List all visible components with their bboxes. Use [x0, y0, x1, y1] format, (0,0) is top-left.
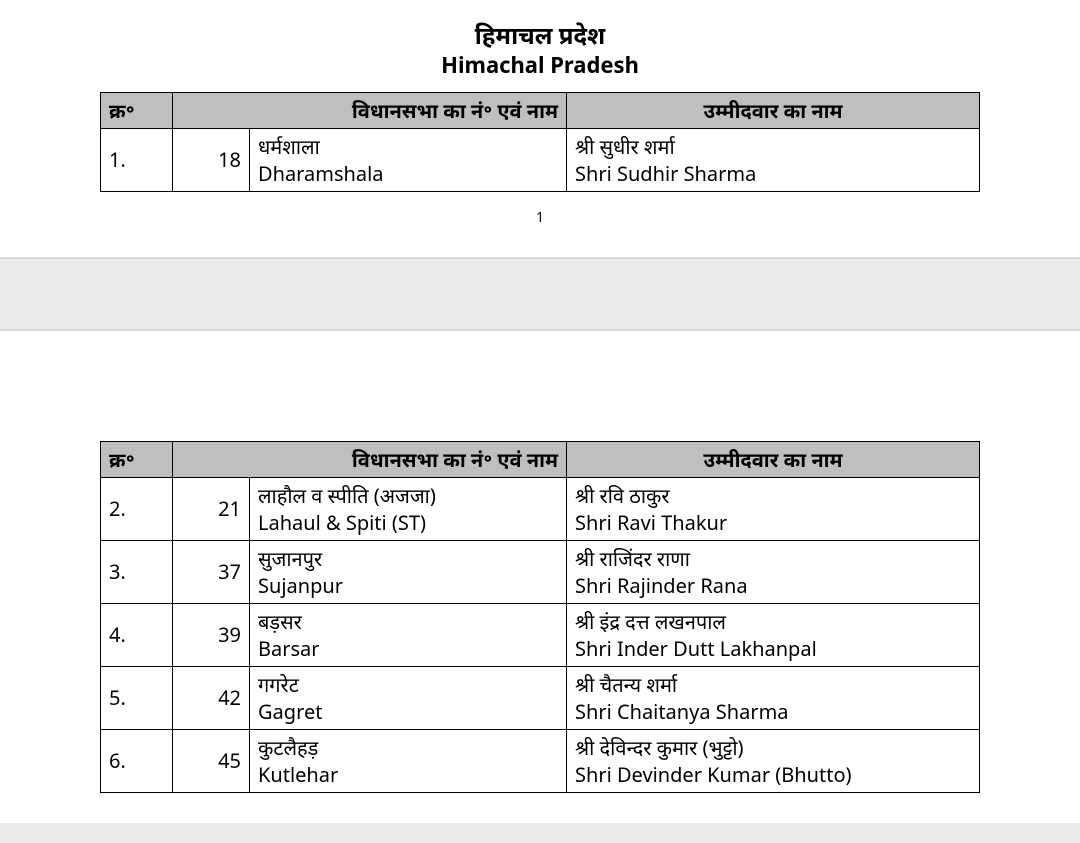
table-row: 2.21लाहौल व स्पीति (अजजा)Lahaul & Spiti … [101, 477, 980, 540]
cell-constituency-name: लाहौल व स्पीति (अजजा)Lahaul & Spiti (ST) [250, 477, 567, 540]
cell-sn: 3. [101, 540, 173, 603]
page-2-top-spacer [100, 351, 980, 441]
constituency-hindi: गगरेट [258, 671, 299, 698]
cell-constituency-name: कुटलैहड़Kutlehar [250, 729, 567, 792]
candidate-english: Shri Devinder Kumar (Bhutto) [575, 761, 852, 788]
table-row: 1.18धर्मशालाDharamshalaश्री सुधीर शर्माS… [101, 128, 980, 191]
candidate-english: Shri Chaitanya Sharma [575, 698, 789, 725]
cell-constituency-number: 39 [173, 603, 250, 666]
header-constituency: विधानसभा का नं॰ एवं नाम [173, 441, 567, 477]
candidate-hindi: श्री चैतन्य शर्मा [575, 671, 677, 698]
cell-candidate-name: श्री चैतन्य शर्माShri Chaitanya Sharma [567, 666, 980, 729]
table-header-row: क्र॰ विधानसभा का नं॰ एवं नाम उम्मीदवार क… [101, 92, 980, 128]
constituency-hindi: सुजानपुर [258, 545, 322, 572]
header-sn: क्र॰ [101, 441, 173, 477]
constituency-english: Barsar [258, 635, 320, 662]
page-gap [0, 257, 1080, 331]
title-hindi: हिमाचल प्रदेश [100, 20, 980, 51]
candidate-hindi: श्री राजिंदर राणा [575, 545, 690, 572]
cell-constituency-number: 45 [173, 729, 250, 792]
constituency-english: Lahaul & Spiti (ST) [258, 509, 426, 536]
cell-candidate-name: श्री रवि ठाकुरShri Ravi Thakur [567, 477, 980, 540]
cell-constituency-number: 21 [173, 477, 250, 540]
constituency-english: Gagret [258, 698, 322, 725]
cell-sn: 5. [101, 666, 173, 729]
page-number: 1 [100, 208, 980, 227]
cell-sn: 6. [101, 729, 173, 792]
candidate-english: Shri Sudhir Sharma [575, 160, 756, 187]
candidate-hindi: श्री इंद्र दत्त लखनपाल [575, 608, 726, 635]
header-constituency: विधानसभा का नं॰ एवं नाम [173, 92, 567, 128]
cell-sn: 1. [101, 128, 173, 191]
candidate-hindi: श्री सुधीर शर्मा [575, 133, 675, 160]
cell-constituency-name: बड़सरBarsar [250, 603, 567, 666]
title-block: हिमाचल प्रदेश Himachal Pradesh [100, 20, 980, 80]
cell-constituency-number: 18 [173, 128, 250, 191]
table-row: 4.39बड़सरBarsarश्री इंद्र दत्त लखनपालShr… [101, 603, 980, 666]
table-row: 3.37सुजानपुरSujanpurश्री राजिंदर राणाShr… [101, 540, 980, 603]
cell-constituency-number: 37 [173, 540, 250, 603]
cell-candidate-name: श्री इंद्र दत्त लखनपालShri Inder Dutt La… [567, 603, 980, 666]
candidate-english: Shri Ravi Thakur [575, 509, 727, 536]
page-1: हिमाचल प्रदेश Himachal Pradesh क्र॰ विधा… [0, 0, 1080, 257]
cell-candidate-name: श्री सुधीर शर्माShri Sudhir Sharma [567, 128, 980, 191]
constituency-english: Dharamshala [258, 160, 384, 187]
constituency-hindi: लाहौल व स्पीति (अजजा) [258, 482, 436, 509]
header-sn: क्र॰ [101, 92, 173, 128]
table-row: 6.45कुटलैहड़Kutleharश्री देविन्दर कुमार … [101, 729, 980, 792]
candidate-hindi: श्री देविन्दर कुमार (भुट्टो) [575, 734, 744, 761]
header-candidate: उम्मीदवार का नाम [567, 92, 980, 128]
cell-constituency-name: सुजानपुरSujanpur [250, 540, 567, 603]
cell-constituency-name: गगरेटGagret [250, 666, 567, 729]
cell-sn: 2. [101, 477, 173, 540]
constituency-hindi: धर्मशाला [258, 133, 320, 160]
page-2: क्र॰ विधानसभा का नं॰ एवं नाम उम्मीदवार क… [0, 331, 1080, 823]
candidate-english: Shri Inder Dutt Lakhanpal [575, 635, 817, 662]
title-english: Himachal Pradesh [100, 51, 980, 80]
constituency-english: Sujanpur [258, 572, 343, 599]
cell-candidate-name: श्री राजिंदर राणाShri Rajinder Rana [567, 540, 980, 603]
cell-constituency-name: धर्मशालाDharamshala [250, 128, 567, 191]
cell-constituency-number: 42 [173, 666, 250, 729]
table-header-row: क्र॰ विधानसभा का नं॰ एवं नाम उम्मीदवार क… [101, 441, 980, 477]
cell-candidate-name: श्री देविन्दर कुमार (भुट्टो)Shri Devinde… [567, 729, 980, 792]
constituency-hindi: कुटलैहड़ [258, 734, 318, 761]
candidates-table-2: क्र॰ विधानसभा का नं॰ एवं नाम उम्मीदवार क… [100, 441, 980, 793]
constituency-hindi: बड़सर [258, 608, 302, 635]
candidate-english: Shri Rajinder Rana [575, 572, 748, 599]
candidates-table-1: क्र॰ विधानसभा का नं॰ एवं नाम उम्मीदवार क… [100, 92, 980, 192]
table-row: 5.42गगरेटGagretश्री चैतन्य शर्माShri Cha… [101, 666, 980, 729]
header-candidate: उम्मीदवार का नाम [567, 441, 980, 477]
cell-sn: 4. [101, 603, 173, 666]
constituency-english: Kutlehar [258, 761, 338, 788]
candidate-hindi: श्री रवि ठाकुर [575, 482, 670, 509]
